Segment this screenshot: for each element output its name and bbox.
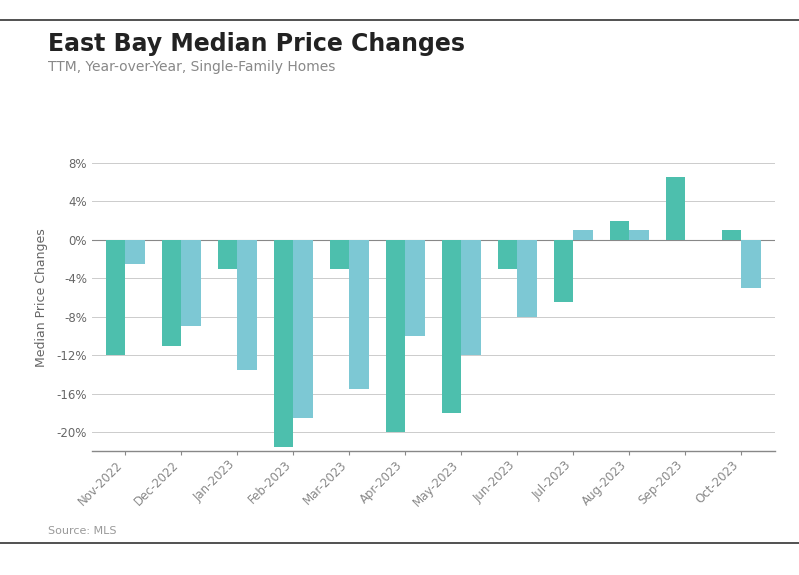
Bar	[518, 240, 537, 317]
Bar	[274, 240, 293, 447]
Bar	[237, 240, 257, 370]
Bar	[125, 240, 145, 264]
Bar	[498, 240, 518, 269]
Bar	[181, 240, 201, 327]
Bar	[630, 230, 649, 240]
Text: Source: MLS: Source: MLS	[48, 526, 117, 536]
Bar	[330, 240, 349, 269]
Bar	[462, 240, 481, 355]
Bar	[574, 230, 593, 240]
Y-axis label: Median Price Changes: Median Price Changes	[35, 228, 48, 367]
Bar	[106, 240, 125, 355]
Text: TTM, Year-over-Year, Single-Family Homes: TTM, Year-over-Year, Single-Family Homes	[48, 60, 336, 74]
Bar	[162, 240, 181, 346]
Bar	[386, 240, 405, 432]
Bar	[666, 178, 686, 240]
Bar	[721, 230, 741, 240]
Bar	[349, 240, 369, 389]
Bar	[405, 240, 425, 336]
Bar	[554, 240, 574, 302]
Text: East Bay Median Price Changes: East Bay Median Price Changes	[48, 32, 465, 56]
Bar	[442, 240, 462, 413]
Bar	[293, 240, 313, 417]
Bar	[218, 240, 237, 269]
Bar	[741, 240, 761, 288]
Bar	[610, 221, 630, 240]
